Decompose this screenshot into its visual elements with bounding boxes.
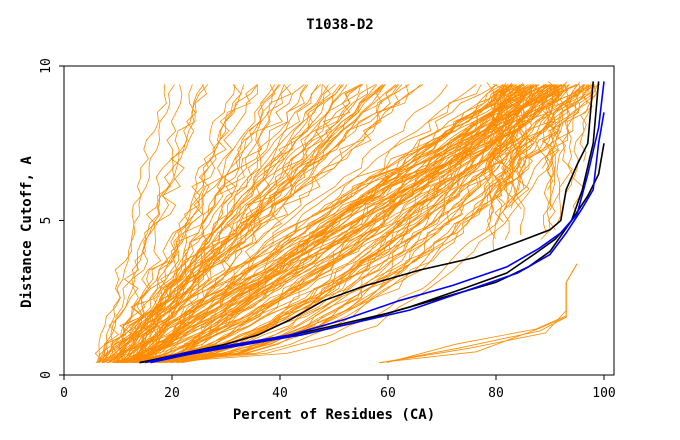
model-line	[108, 84, 362, 363]
outlier-line	[378, 263, 578, 363]
model-line	[139, 84, 515, 363]
model-line	[119, 84, 538, 363]
highlighted-model-lines	[139, 81, 605, 364]
model-line	[517, 88, 538, 191]
model-line	[503, 87, 525, 209]
model-line	[173, 84, 506, 363]
model-line	[177, 84, 595, 363]
model-line	[494, 82, 519, 223]
model-line	[136, 84, 546, 363]
model-line	[127, 84, 361, 363]
model-line	[129, 84, 276, 363]
y-axis: 0 5 10	[39, 58, 64, 379]
model-line	[102, 84, 344, 363]
model-line	[97, 84, 209, 363]
model-line	[114, 84, 520, 363]
model-line	[111, 84, 424, 363]
x-axis-label: Percent of Residues (CA)	[233, 407, 435, 423]
model-line	[546, 87, 564, 191]
model-line	[150, 84, 599, 363]
model-line	[130, 84, 586, 363]
model-line	[97, 84, 386, 363]
model-line	[159, 84, 540, 363]
model-line	[174, 84, 577, 363]
model-line	[114, 84, 323, 363]
x-tick-label: 40	[272, 386, 288, 401]
model-line	[147, 84, 566, 363]
model-line	[130, 84, 562, 363]
model-line	[139, 84, 552, 363]
series-line-4	[144, 81, 605, 364]
model-line	[108, 84, 403, 363]
x-tick-label: 20	[164, 386, 180, 401]
outlier-line	[380, 263, 578, 363]
series-line-2	[139, 81, 594, 364]
model-line	[538, 84, 558, 169]
model-line	[137, 84, 549, 363]
model-line	[142, 84, 369, 363]
model-line	[125, 84, 522, 363]
model-line	[505, 87, 524, 208]
model-line	[102, 84, 175, 363]
model-line	[140, 84, 242, 363]
model-line	[142, 84, 505, 363]
y-axis-label: Distance Cutoff, A	[19, 156, 35, 308]
chart-title: T1038-D2	[306, 17, 373, 33]
model-line	[124, 84, 521, 363]
model-line	[120, 84, 538, 363]
model-line	[160, 84, 514, 363]
model-line	[508, 86, 528, 208]
model-line	[540, 81, 568, 240]
model-line	[95, 84, 292, 363]
model-line	[182, 84, 589, 363]
model-line	[181, 84, 585, 363]
x-tick-label: 0	[60, 386, 68, 401]
model-line	[101, 84, 307, 363]
x-tick-label: 80	[488, 386, 504, 401]
x-tick-label: 60	[380, 386, 396, 401]
orange-model-lines	[94, 81, 601, 363]
model-line	[121, 84, 563, 363]
model-line	[103, 84, 386, 363]
model-line	[140, 84, 588, 363]
model-line	[96, 84, 363, 363]
model-line	[133, 84, 550, 363]
model-line	[130, 84, 536, 363]
x-axis: 0 20 40 60 80 100	[60, 375, 616, 401]
y-tick-label: 0	[39, 371, 54, 379]
model-line	[556, 85, 573, 226]
model-line	[547, 81, 564, 231]
model-line	[96, 84, 204, 363]
series-line-5	[150, 112, 605, 364]
model-line	[157, 84, 567, 363]
model-line	[541, 85, 562, 234]
model-line	[137, 84, 585, 363]
x-tick-label: 100	[592, 386, 615, 401]
model-line	[101, 84, 280, 363]
y-tick-label: 10	[39, 58, 54, 74]
model-line	[487, 90, 506, 239]
model-line	[136, 84, 291, 363]
model-line	[483, 81, 505, 231]
y-tick-label: 5	[39, 217, 54, 225]
model-line	[172, 84, 550, 363]
model-line	[492, 83, 516, 252]
model-line	[164, 84, 535, 363]
model-line	[513, 84, 532, 178]
model-line	[97, 84, 208, 363]
model-line	[123, 84, 329, 363]
outlier-line	[381, 263, 578, 363]
model-line	[108, 84, 477, 363]
model-line	[499, 89, 509, 165]
model-line	[161, 84, 590, 363]
outlier-line	[386, 263, 578, 363]
model-line	[513, 86, 531, 199]
model-line	[117, 84, 383, 363]
model-line	[483, 84, 506, 196]
model-line	[97, 84, 348, 363]
model-line	[112, 84, 596, 363]
